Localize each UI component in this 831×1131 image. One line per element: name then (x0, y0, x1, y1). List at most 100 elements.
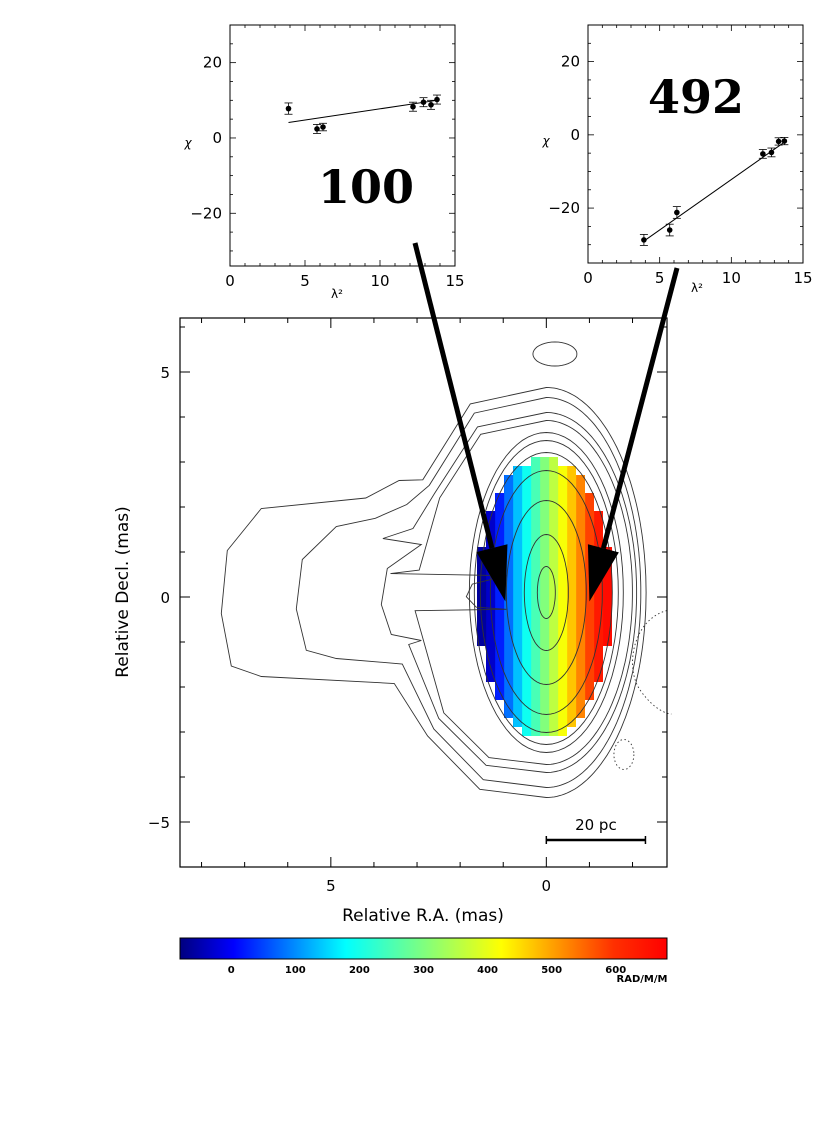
point-marker (781, 138, 788, 144)
rm-pixel-column (549, 457, 559, 736)
panel-492-data-point (672, 206, 681, 219)
contour-line (220, 387, 647, 798)
panel-100-ytick-label: 0 (212, 129, 222, 147)
colorbar-tick-label: 200 (349, 965, 370, 976)
rm-pixel-column (558, 457, 568, 736)
contour-line (505, 500, 587, 685)
point-marker (641, 237, 647, 243)
colorbar: 0 100 200 300 400 500 600 RAD/M/M (179, 937, 668, 985)
point-marker (768, 149, 775, 156)
intensity-contours (220, 341, 647, 798)
map-frame (179, 317, 668, 868)
map-ticks (180, 318, 667, 867)
panel-492-xtick-label: 0 (583, 269, 593, 287)
panel-492-ytick-label: 20 (561, 53, 580, 71)
panel-100-frame (229, 24, 456, 267)
colorbar-tick-label: 500 (541, 965, 562, 976)
arrow-head (587, 544, 619, 602)
panel-100-data-point (319, 122, 327, 132)
arrow-shaft (600, 267, 680, 549)
panel-492-data-point (774, 137, 783, 146)
panel-100-xtick-label: 5 (300, 272, 310, 290)
colorbar-tick-label: 100 (285, 965, 306, 976)
contour-line (295, 397, 642, 788)
panel-100-data-point (284, 102, 293, 115)
point-marker (434, 96, 440, 103)
point-marker (285, 105, 292, 112)
rm-pixel-column (486, 457, 496, 736)
rm-pixel-column (504, 457, 514, 736)
panel-492-ytick-label: 0 (570, 126, 580, 144)
rm-pixel-column (567, 457, 577, 736)
contour-line (479, 452, 613, 733)
panel-492-data-point (639, 234, 648, 246)
panel-100-xtick-label: 10 (370, 272, 389, 290)
colorbar-tick-label: 600 (605, 965, 626, 976)
panel-100-x-label: λ² (331, 287, 343, 301)
panel-492-frame (587, 24, 804, 264)
colorbar-gradient (179, 937, 668, 960)
panel-100-xtick-label: 0 (225, 272, 235, 290)
panel-492-x-label: λ² (691, 281, 703, 295)
panel-492-data-point (767, 147, 776, 158)
rm-pixel-column (540, 457, 550, 736)
negative-contour-line (613, 739, 635, 770)
colorbar-tick-label: 0 (228, 965, 235, 976)
point-marker (666, 227, 673, 233)
contour-line (523, 534, 569, 651)
point-marker (410, 103, 416, 110)
point-marker (674, 209, 680, 216)
scale-bar-label: 20 pc (575, 816, 617, 834)
panel-100-data-point (433, 94, 441, 105)
panel-492-fit-line (643, 141, 785, 242)
rotation-measure-map: 5 0 5 0 −5 Relative R.A. (mas) Relative Decl… (113, 317, 672, 926)
panel-100-data-point (313, 124, 321, 134)
contour-line (489, 470, 603, 715)
arrow-shaft (412, 242, 495, 549)
panel-100-tick-labels: 0 5 10 15 −20 0 20 (190, 54, 464, 290)
rm-pixel-column (513, 457, 523, 736)
point-marker (775, 138, 782, 145)
negative-contour-line (632, 610, 672, 715)
panel-100-annotation: 100 (318, 160, 414, 214)
map-x-axis-label: Relative R.A. (mas) (342, 906, 504, 926)
negative-contours (613, 610, 672, 770)
contour-line (380, 412, 638, 773)
map-xtick-label: 0 (542, 877, 552, 895)
panel-100-data-point (409, 101, 417, 112)
point-marker (760, 151, 766, 157)
panel-100-ticks (229, 24, 456, 266)
panel-492-data-points (639, 137, 789, 246)
rm-pixel-column (531, 457, 541, 736)
panel-492-tick-labels: 0 5 10 15 −20 0 20 (548, 53, 812, 287)
rm-pixel-column (576, 457, 586, 736)
rotation-measure-fit-panel-100: 0 5 10 15 −20 0 20 100 λ² χ (183, 24, 465, 301)
panel-100-ytick-label: 20 (203, 54, 222, 72)
panel-492-xtick-label: 15 (793, 269, 812, 287)
panel-492-xtick-label: 10 (722, 269, 741, 287)
contour-line (536, 566, 556, 619)
panel-100-ytick-label: −20 (190, 204, 222, 222)
panel-100-y-label: χ (183, 136, 192, 150)
contour-line (532, 341, 578, 367)
pointer-arrows (412, 242, 680, 602)
colorbar-tick-label: 300 (413, 965, 434, 976)
panel-492-ticks (587, 24, 804, 264)
point-marker (320, 124, 326, 130)
rotation-measure-fit-panel-492: 0 5 10 15 −20 0 20 492 λ² χ (541, 24, 813, 295)
panel-100-xtick-label: 15 (445, 272, 464, 290)
rm-pixel-column (594, 457, 604, 736)
panel-492-y-label: χ (541, 134, 550, 148)
colorbar-unit-label: RAD/M/M (617, 974, 668, 985)
map-ytick-label: 0 (160, 589, 170, 607)
panel-492-annotation: 492 (648, 70, 744, 124)
panel-492-xtick-label: 5 (655, 269, 665, 287)
panel-492-ytick-label: −20 (548, 199, 580, 217)
map-ytick-label: 5 (160, 364, 170, 382)
map-tick-labels: 5 0 5 0 −5 (148, 364, 551, 895)
contour-line (468, 432, 624, 753)
panel-492-data-point (758, 149, 767, 159)
rm-color-pixels (477, 457, 612, 736)
scale-bar: 20 pc (545, 816, 647, 844)
